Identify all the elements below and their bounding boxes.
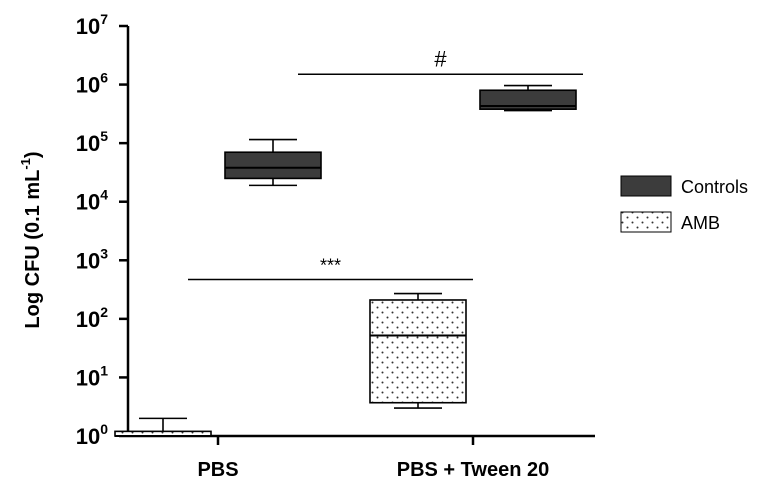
x-category-label-1: PBS + Tween 20 (397, 459, 549, 481)
y-tick-label-6: 106 (76, 70, 108, 98)
y-axis-label: Log CFU (0.1 mL-1) (18, 151, 44, 328)
legend-label-amb: AMB (681, 213, 720, 233)
axes (119, 24, 595, 445)
y-axis-label-text: Log CFU (0.1 mL (22, 170, 44, 329)
iqr-box (224, 151, 322, 180)
iqr-box (369, 299, 467, 404)
y-tick-label-5: 105 (76, 128, 108, 156)
box-controls-0 (224, 138, 322, 187)
y-tick-label-1: 101 (76, 362, 108, 390)
box-amb-0 (114, 417, 212, 437)
legend: Controls AMB (620, 175, 748, 233)
y-axis-label-superscript: -1 (18, 158, 33, 170)
significance-label-0: *** (320, 255, 341, 275)
legend-swatch-controls (620, 175, 672, 197)
y-tick-label-0: 100 (76, 421, 108, 449)
legend-label-controls: Controls (681, 177, 748, 197)
y-tick-labels: 100 101 102 103 104 105 106 107 (76, 11, 108, 449)
y-axis-label-suffix: ) (22, 151, 44, 158)
y-tick-label-7: 107 (76, 11, 108, 39)
x-category-label-0: PBS (197, 459, 238, 481)
legend-swatch-amb (620, 211, 672, 233)
box-controls-1 (479, 84, 577, 112)
significance-label-1: # (434, 46, 447, 71)
y-tick-label-2: 102 (76, 304, 108, 332)
boxes (114, 84, 577, 437)
box-amb-1 (369, 292, 467, 409)
y-tick-label-4: 104 (76, 187, 108, 215)
y-tick-label-3: 103 (76, 245, 108, 273)
annotations: *** # (188, 46, 583, 281)
iqr-box (479, 89, 577, 110)
